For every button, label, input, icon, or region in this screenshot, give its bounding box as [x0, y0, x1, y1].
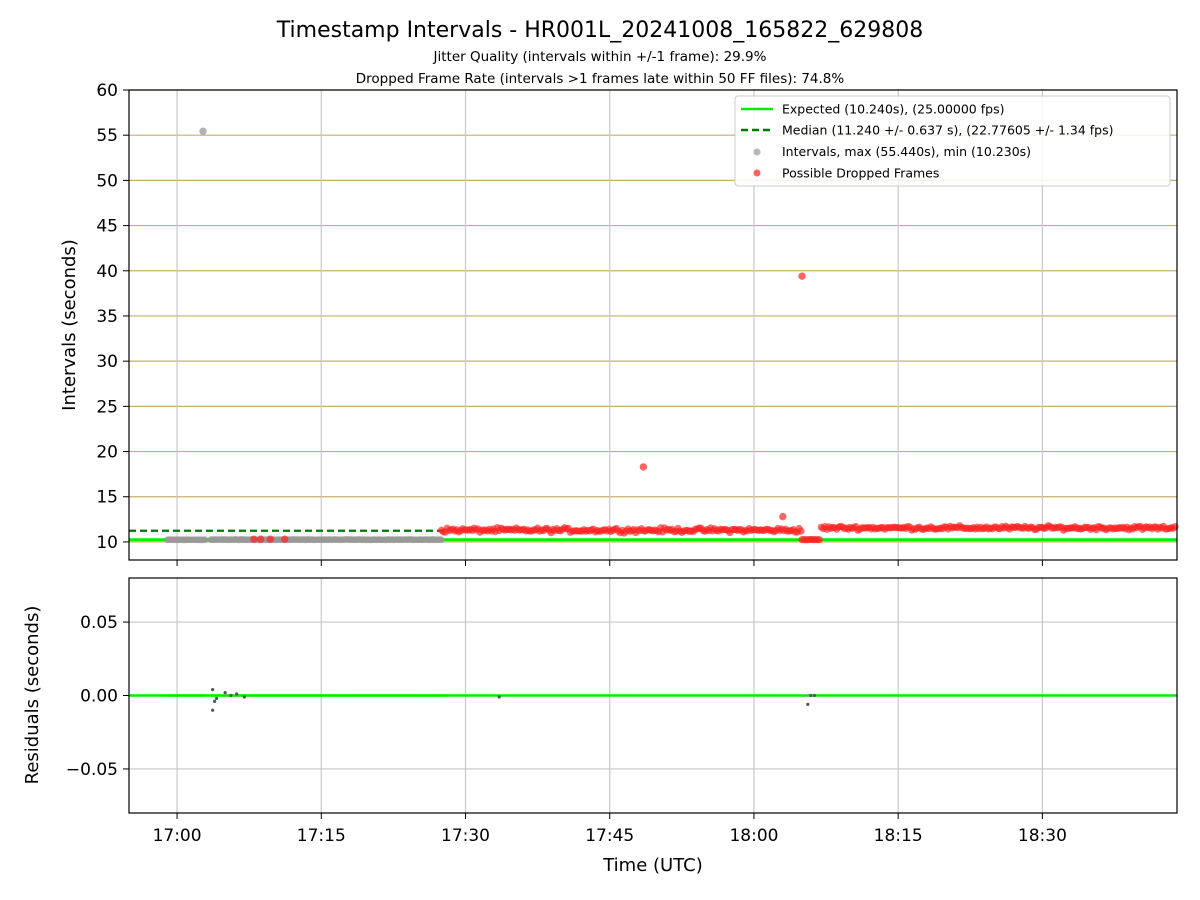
interval-point	[437, 536, 445, 544]
residuals-y-tick-label: −0.05	[66, 760, 118, 780]
legend-intervals-label: Intervals, max (55.440s), min (10.230s)	[782, 144, 1031, 159]
intervals-y-tick-label: 35	[96, 307, 118, 327]
intervals-y-tick-label: 40	[96, 262, 118, 282]
dropped-frame-point	[779, 512, 787, 521]
intervals-y-tick-label: 50	[96, 171, 118, 191]
intervals-y-tick-label: 15	[96, 488, 118, 508]
dropped-frame-point	[266, 535, 275, 543]
legend-box	[734, 95, 1171, 187]
legend-median-label: Median (11.240 +/- 0.637 s), (22.77605 +…	[782, 123, 1113, 138]
intervals-legend: Expected (10.240s), (25.00000 fps) Media…	[734, 95, 1171, 187]
interval-point	[201, 536, 209, 544]
intervals-panel: 10 15 20 25 30 35 40 45 50 55 60 Intervals (second…	[59, 81, 1179, 566]
time-x-tick-label: 18:15	[874, 826, 923, 846]
intervals-y-tick-label: 45	[96, 217, 118, 237]
intervals-axes-frame	[128, 89, 1178, 561]
jitter-quality-subtitle: Jitter Quality (intervals within +/-1 fr…	[433, 49, 767, 65]
residuals-panel: −0.050.000.05 17:00 17:15 17:30 17:45 18:00 1…	[22, 577, 1178, 876]
intervals-y-tick-label: 30	[96, 352, 118, 372]
intervals-x-ticks	[176, 560, 1043, 566]
residual-point	[812, 693, 817, 698]
residuals-x-ticks: 17:00 17:15 17:30 17:45 18:00 18:15 18:30	[153, 813, 1067, 846]
intervals-y-tick-label: 60	[96, 81, 118, 101]
residual-point	[809, 693, 813, 698]
dropped-frame-rate-subtitle: Dropped Frame Rate (intervals >1 frames …	[356, 71, 845, 87]
residual-point	[223, 690, 227, 695]
time-x-tick-label: 18:30	[1018, 826, 1067, 846]
dropped-frame-point	[797, 527, 805, 535]
dropped-frame-point	[257, 535, 265, 543]
residual-point	[214, 696, 219, 701]
time-x-tick-label: 17:15	[297, 826, 346, 846]
time-x-axis-label: Time (UTC)	[602, 855, 703, 876]
intervals-y-axis-label: Intervals (seconds)	[59, 239, 80, 411]
residual-point	[212, 699, 217, 703]
time-x-tick-label: 18:00	[729, 826, 778, 846]
time-x-tick-label: 17:00	[153, 826, 202, 846]
residuals-y-ticks: −0.05 0.00 0.05	[66, 613, 129, 780]
time-x-tick-label: 17:30	[441, 826, 490, 846]
residual-point	[806, 702, 810, 706]
residuals-y-tick-label: 0.00	[80, 687, 118, 707]
intervals-y-ticks: 10 15 20 25 30 35 40 45 50 55 60	[96, 81, 129, 553]
dropped-frame-point	[281, 535, 289, 543]
residual-point	[235, 692, 239, 696]
dropped-frame-point	[798, 272, 806, 280]
legend-expected-label: Expected (10.240s), (25.00000 fps)	[782, 102, 1004, 117]
legend-intervals-swatch	[753, 148, 761, 156]
legend-dropped-label: Possible Dropped Frames	[782, 166, 939, 181]
intervals-y-tick-label: 55	[96, 126, 118, 146]
time-x-tick-label: 17:45	[585, 826, 634, 846]
residual-point	[211, 708, 215, 712]
dropped-frame-point	[639, 463, 648, 471]
intervals-y-tick-label: 20	[96, 443, 118, 463]
residuals-y-axis-label: Residuals (seconds)	[22, 606, 43, 785]
residual-point	[242, 695, 246, 699]
dropped-frame-point	[250, 535, 258, 543]
legend-dropped-swatch	[753, 169, 761, 177]
residual-point	[211, 688, 215, 692]
residuals-y-tick-label: 0.05	[80, 613, 118, 633]
residuals-series	[129, 688, 1177, 712]
figure-title: Timestamp Intervals - HR001L_20241008_16…	[276, 18, 923, 43]
residual-point	[229, 693, 233, 698]
intervals-series	[129, 127, 1179, 544]
intervals-y-tick-label: 25	[96, 397, 118, 417]
dropped-frame-point	[815, 536, 823, 544]
residual-point	[497, 695, 501, 699]
intervals-y-tick-label: 10	[96, 533, 118, 553]
interval-outlier-point	[199, 127, 207, 135]
